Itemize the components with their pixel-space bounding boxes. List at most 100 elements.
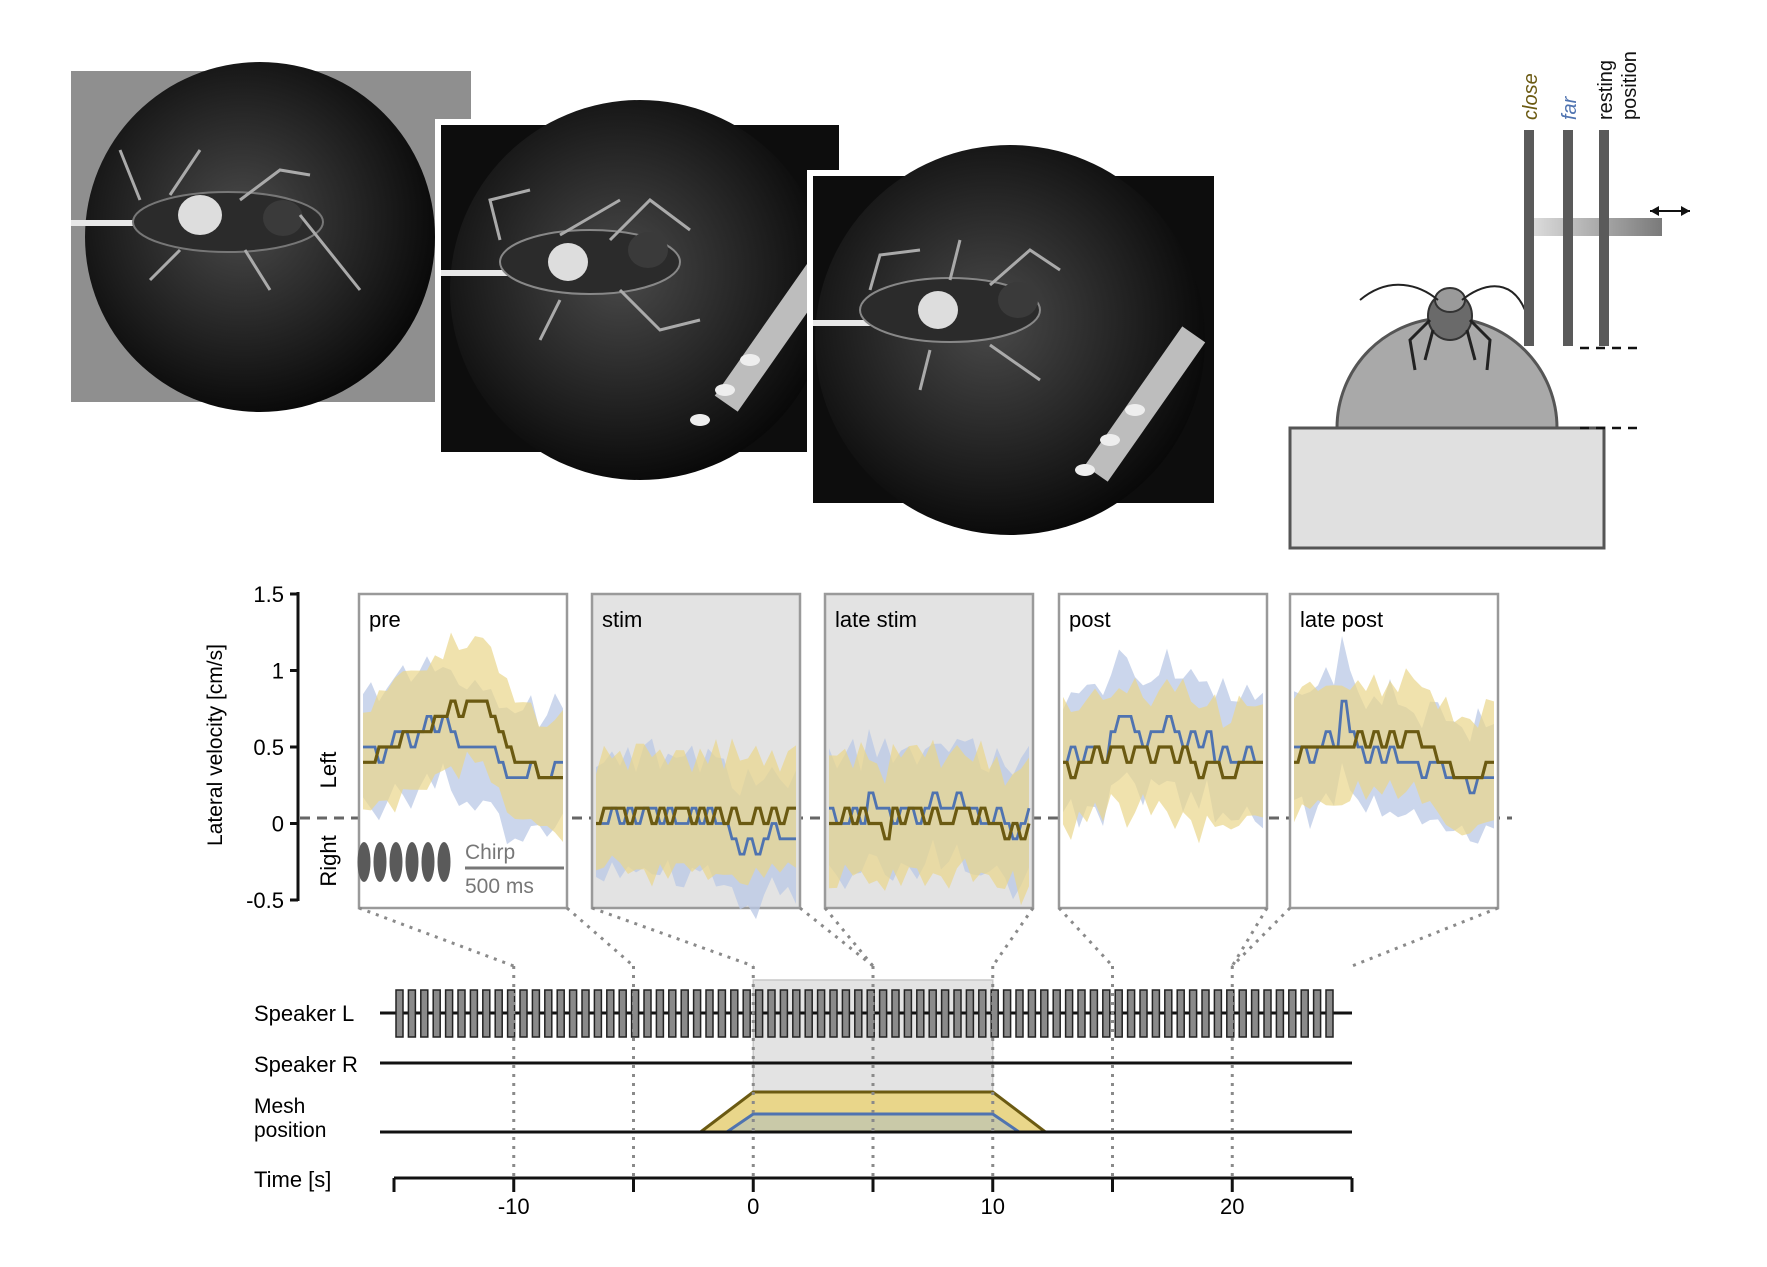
chirp-pulse — [916, 989, 925, 1038]
chirp-pulse — [531, 989, 541, 1038]
chirp-pulse — [978, 989, 987, 1038]
chirp-pulse — [1114, 989, 1123, 1038]
chirp-pulse — [928, 989, 937, 1038]
mesh-position-track — [380, 1090, 1352, 1134]
chirp-pulse — [1164, 989, 1173, 1038]
side-label-left: Left — [316, 752, 341, 789]
chirp-pulse — [407, 989, 417, 1038]
chirp-pulse — [854, 989, 863, 1038]
chirp-pulse — [891, 989, 900, 1038]
speaker-l-label: Speaker L — [254, 1001, 354, 1026]
cricket-icon — [118, 149, 362, 291]
chirp-pulse — [1300, 989, 1309, 1038]
label-resting: resting — [1595, 60, 1617, 120]
panels: pre stim late stim post late post — [357, 592, 1500, 920]
chirp-pulse — [444, 989, 454, 1038]
chirp-pulse — [717, 989, 727, 1038]
time-tick-label: 0 — [747, 1194, 759, 1219]
y-tick-label: 0.5 — [253, 735, 284, 760]
chirp-syllable — [437, 842, 451, 882]
chirp-pulse — [705, 989, 714, 1038]
series-line — [363, 699, 563, 780]
chirp-pulse — [1201, 989, 1210, 1038]
label-close: close — [1520, 73, 1542, 120]
series-line — [596, 806, 796, 856]
time-tick-label: 10 — [981, 1194, 1005, 1219]
mesh-far-position — [1563, 130, 1573, 346]
panel-late-post: late post — [1288, 592, 1500, 910]
chirp-pulse — [1263, 989, 1272, 1038]
chirp-pulse — [692, 989, 702, 1038]
panel-stim: stim — [590, 592, 802, 920]
chirp-pulse — [990, 989, 999, 1038]
chirp-syllable — [357, 842, 371, 882]
chirp-pulse — [742, 989, 751, 1038]
chirp-pulse — [816, 989, 826, 1038]
chirp-label: Chirp — [465, 841, 515, 864]
chirp-syllable — [373, 842, 387, 882]
chirp-pulse — [1089, 989, 1099, 1038]
ball-holder — [1288, 426, 1606, 550]
chirp-pulse — [1102, 989, 1111, 1038]
series-line — [1063, 745, 1263, 780]
chirp-pulse — [395, 989, 404, 1038]
time-axis-label: Time [s] — [254, 1167, 331, 1192]
chirp-pulse — [606, 989, 615, 1038]
scale-label: 500 ms — [465, 875, 534, 898]
chirp-pulse — [1275, 989, 1285, 1038]
label-position: position — [1619, 51, 1641, 120]
chirp-pulse — [1052, 989, 1061, 1038]
speaker-r-label: Speaker R — [254, 1052, 358, 1077]
chirp-pulse — [1288, 989, 1297, 1038]
chirp-pulse — [668, 989, 677, 1038]
chirp-pulse — [556, 989, 565, 1038]
cricket-photo-1 — [71, 62, 471, 412]
chirp-pulse — [767, 989, 776, 1038]
chirp-pulse — [469, 989, 479, 1038]
series-line — [829, 791, 1031, 841]
chirp-pulse — [1176, 989, 1185, 1038]
chirp-pulse — [1064, 989, 1074, 1038]
chirp-pulse — [482, 989, 491, 1038]
panel-connector — [823, 907, 875, 967]
chirp-pulse — [680, 989, 689, 1038]
chirp-pulse — [581, 989, 590, 1038]
chirp-pulse — [519, 989, 528, 1038]
series-line — [829, 806, 1031, 841]
chirp-pulse — [655, 989, 665, 1038]
chirp-syllable — [421, 842, 435, 882]
chirp-pulse — [630, 989, 640, 1038]
confidence-band — [363, 632, 563, 842]
panel-post: post — [1057, 592, 1269, 910]
y-axis: 1.5 1 0.5 0 -0.5 — [246, 582, 300, 913]
chirp-pulse — [1188, 989, 1198, 1038]
chirp-pulse — [792, 989, 801, 1038]
mesh-close-position — [1524, 130, 1534, 346]
chirp-pulse — [804, 989, 813, 1038]
chirp-pulse — [1151, 989, 1161, 1038]
cricket-icon — [859, 239, 1061, 391]
chirp-icon — [357, 842, 451, 882]
chirp-pulse — [457, 989, 466, 1038]
label-far: far — [1559, 95, 1581, 120]
chirp-pulse — [1250, 989, 1260, 1038]
panel-connector — [358, 906, 515, 968]
chirp-pulse — [730, 989, 739, 1038]
chirp-pulse — [903, 989, 913, 1038]
y-tick-label: 1 — [272, 659, 284, 684]
y-tick-label: 1.5 — [253, 582, 284, 607]
setup-schematic: close far resting position — [1288, 51, 1690, 550]
chirp-syllable — [389, 842, 403, 882]
panel-pre: pre — [357, 592, 569, 910]
chirp-pulse — [568, 989, 578, 1038]
chirp-pulse — [779, 989, 789, 1038]
panel-connector — [566, 906, 635, 968]
chirp-pulse — [1213, 989, 1223, 1038]
cricket-icon — [488, 188, 701, 341]
time-axis: -10 0 10 20 — [392, 1176, 1354, 1219]
chirp-pulse — [1077, 989, 1086, 1038]
series-line — [1294, 730, 1494, 780]
chirp-pulse — [1015, 989, 1024, 1038]
chirp-syllable — [405, 842, 419, 882]
